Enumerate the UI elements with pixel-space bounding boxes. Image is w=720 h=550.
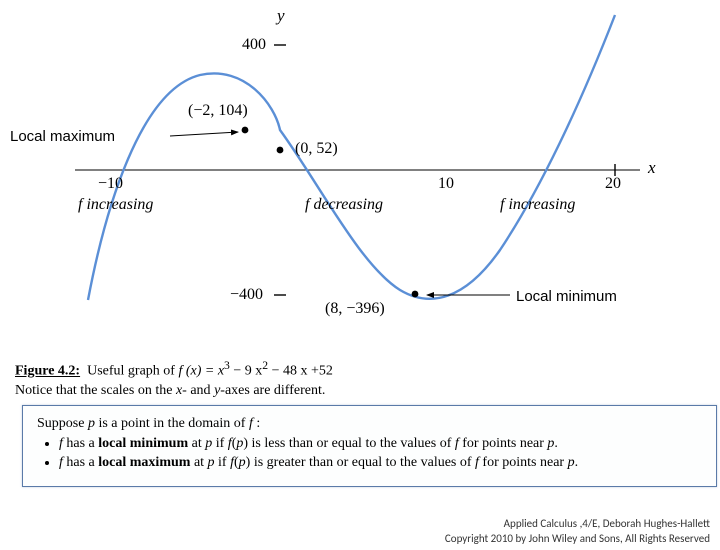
ytick-400: 400 [242, 36, 266, 54]
point-local-max [242, 127, 249, 134]
xtick-20: 20 [605, 175, 621, 193]
point-label-min: (8, −396) [325, 300, 385, 318]
local-min-label: Local minimum [516, 288, 617, 305]
point-y-intercept [277, 147, 284, 154]
point-local-min [412, 291, 419, 298]
x-axis-label: x [648, 158, 656, 178]
function-curve [88, 15, 615, 300]
f-inc-left: f increasing [78, 196, 153, 214]
xtick-neg10: −10 [98, 175, 123, 193]
arrow-to-max [170, 132, 238, 136]
defbox-intro: Suppose p is a point in the domain of f … [37, 416, 702, 432]
def-local-min: f has a local minimum at p if f(p) is le… [59, 436, 702, 452]
ytick-neg400: −400 [230, 286, 263, 304]
def-local-max: f has a local maximum at p if f(p) is gr… [59, 455, 702, 471]
caption-line2: Notice that the scales on the x- and y-a… [15, 383, 325, 398]
footer: Applied Calculus ,4/E, Deborah Hughes-Ha… [445, 517, 710, 546]
graph-svg [70, 10, 670, 320]
definition-box: Suppose p is a point in the domain of f … [22, 405, 717, 487]
figure-caption: Figure 4.2: Useful graph of f (x) = x3 −… [15, 358, 333, 400]
y-axis-label: y [277, 6, 285, 26]
f-inc-right: f increasing [500, 196, 575, 214]
f-dec: f decreasing [305, 196, 383, 214]
footer-line1: Applied Calculus ,4/E, Deborah Hughes-Ha… [445, 517, 710, 531]
footer-line2: Copyright 2010 by John Wiley and Sons, A… [445, 532, 710, 546]
graph-area: y x 400 −400 −10 10 20 (−2, 104) (0, 52)… [70, 10, 670, 320]
point-label-max: (−2, 104) [188, 102, 248, 120]
xtick-10: 10 [438, 175, 454, 193]
point-label-yint: (0, 52) [295, 140, 338, 158]
local-max-label: Local maximum [10, 128, 115, 145]
